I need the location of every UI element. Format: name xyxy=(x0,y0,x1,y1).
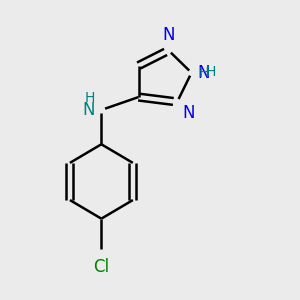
Text: N: N xyxy=(82,101,95,119)
Text: N: N xyxy=(162,26,175,44)
Text: H: H xyxy=(85,91,95,105)
Text: N: N xyxy=(198,64,210,82)
Text: N: N xyxy=(182,104,195,122)
Text: H: H xyxy=(205,65,216,79)
Text: H: H xyxy=(199,66,209,80)
Text: Cl: Cl xyxy=(93,258,110,276)
